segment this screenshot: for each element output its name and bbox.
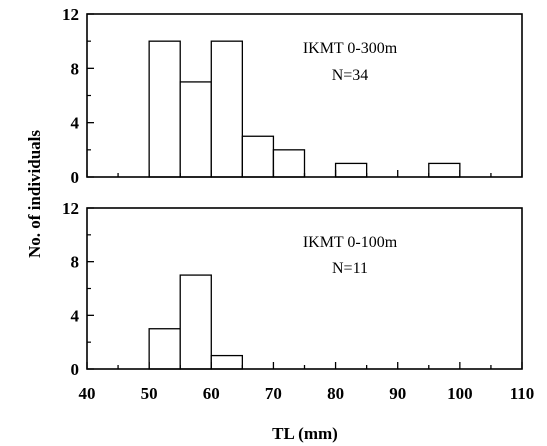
bar-1-55	[179, 81, 212, 178]
x-tick-label-70: 70	[265, 384, 282, 403]
panel-annotation-2-2: N=11	[332, 260, 368, 277]
x-tick-label-110: 110	[510, 384, 535, 403]
y-tick-label-2-4: 4	[71, 306, 80, 325]
x-tick-label-100: 100	[447, 384, 473, 403]
panel-annotation-1-1: IKMT 0-300m	[303, 40, 398, 57]
x-tick-label-50: 50	[141, 384, 158, 403]
x-tick-label-90: 90	[389, 384, 406, 403]
x-tick-label-40: 40	[79, 384, 96, 403]
y-tick-label-1-0: 0	[71, 168, 80, 187]
y-axis-title: No. of individuals	[25, 130, 44, 258]
panel-annotation-1-2: N=34	[332, 67, 369, 84]
bar-1-95	[428, 162, 461, 178]
bar-1-50	[148, 40, 181, 178]
bar-2-55	[179, 274, 212, 370]
y-tick-label-1-12: 12	[62, 5, 79, 24]
bar-2-50	[148, 328, 181, 370]
y-tick-label-2-8: 8	[71, 253, 80, 272]
y-tick-label-1-4: 4	[71, 114, 80, 133]
y-tick-label-1-8: 8	[71, 59, 80, 78]
bar-1-70	[272, 149, 306, 178]
y-tick-label-2-0: 0	[71, 360, 80, 379]
x-tick-label-80: 80	[327, 384, 344, 403]
bar-1-60	[210, 40, 244, 178]
y-tick-label-2-12: 12	[62, 199, 79, 218]
panel-annotation-2-1: IKMT 0-100m	[303, 234, 398, 251]
bar-1-65	[241, 135, 275, 178]
x-tick-label-60: 60	[203, 384, 220, 403]
x-axis-title: TL (mm)	[272, 424, 338, 443]
bar-2-60	[210, 354, 244, 370]
bar-1-80	[334, 162, 368, 178]
